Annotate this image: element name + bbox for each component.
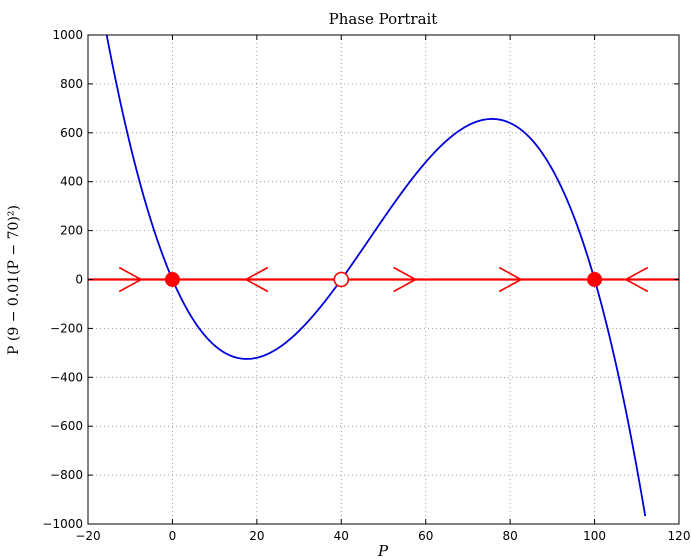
x-tick-label: 20	[249, 529, 264, 543]
x-tick-label: 80	[503, 529, 518, 543]
arrow-right-icon	[118, 266, 143, 293]
y-axis-label: P (9 − 0.01(P − 70)²)	[6, 205, 22, 355]
y-tick-label: 200	[60, 224, 83, 238]
arrows-group	[118, 266, 649, 293]
y-tick-label: 800	[60, 77, 83, 91]
x-tick-label: 100	[583, 529, 606, 543]
stable-equilibrium-marker	[164, 272, 180, 287]
y-tick-labels: −1000 −800 −600 −400 −200 0 200 400 600 800 1000	[42, 28, 83, 531]
x-tick-label: 120	[668, 529, 691, 543]
unstable-equilibrium-marker	[333, 271, 350, 288]
x-tick-label: −20	[75, 529, 100, 543]
y-tick-label: 600	[60, 126, 83, 140]
x-tick-label: 0	[169, 529, 177, 543]
arrow-left-icon	[244, 266, 269, 293]
arrow-left-icon	[624, 266, 649, 293]
chart-title: Phase Portrait	[329, 10, 438, 28]
y-tick-label: 0	[75, 273, 83, 287]
x-tick-label: 60	[418, 529, 433, 543]
x-tick-label: 40	[334, 529, 349, 543]
curve-group	[105, 35, 647, 517]
y-tick-label: −1000	[42, 517, 83, 531]
arrow-right-icon	[393, 266, 418, 293]
arrow-right-icon	[498, 266, 523, 293]
y-tick-label: 1000	[52, 28, 83, 42]
stable-equilibrium-marker	[587, 272, 603, 287]
y-tick-label: −400	[50, 370, 83, 384]
y-tick-label: −600	[50, 419, 83, 433]
x-axis-label: P	[377, 542, 389, 560]
x-tick-labels: −20 0 20 40 60 80 100 120	[75, 529, 690, 543]
phase-curve-line	[105, 35, 647, 517]
equilibria-group	[164, 271, 603, 288]
axis-ticks	[87, 34, 680, 525]
y-tick-label: −200	[50, 321, 83, 335]
y-tick-label: −800	[50, 468, 83, 482]
y-tick-label: 400	[60, 175, 83, 189]
